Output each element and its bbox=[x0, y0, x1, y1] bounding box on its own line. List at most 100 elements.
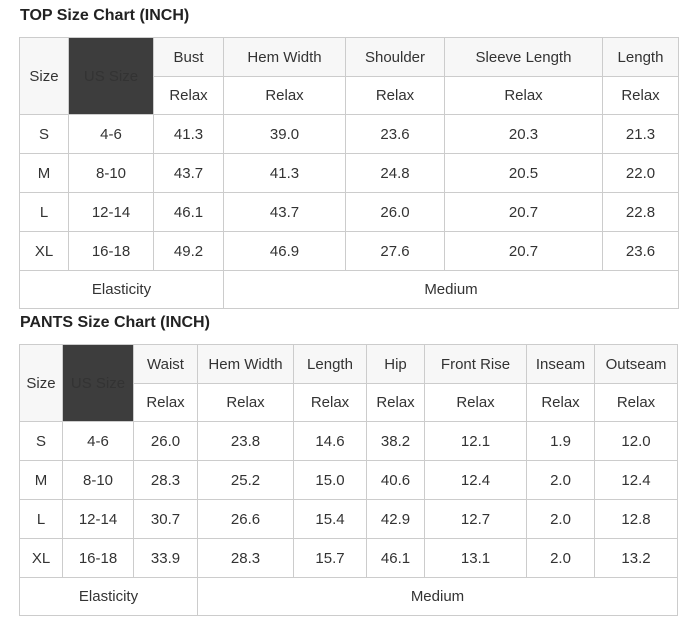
value-cell: 27.6 bbox=[345, 231, 445, 271]
us-size-cell: 12-14 bbox=[62, 499, 134, 539]
value-cell: 28.3 bbox=[197, 538, 294, 578]
value-cell: 26.6 bbox=[197, 499, 294, 539]
value-cell: 21.3 bbox=[602, 114, 679, 154]
fit-cell: Relax bbox=[293, 383, 367, 422]
header-cell-outseam: Outseam bbox=[594, 344, 678, 384]
value-cell: 2.0 bbox=[526, 538, 595, 578]
us-size-cell: 4-6 bbox=[68, 114, 154, 154]
header-cell-front-rise: Front Rise bbox=[424, 344, 527, 384]
value-cell: 38.2 bbox=[366, 421, 425, 461]
size-cell: M bbox=[19, 460, 63, 500]
header-cell-inseam: Inseam bbox=[526, 344, 595, 384]
value-cell: 2.0 bbox=[526, 460, 595, 500]
value-cell: 41.3 bbox=[223, 153, 346, 193]
value-cell: 12.4 bbox=[424, 460, 527, 500]
table-row: S 4-6 41.3 39.0 23.6 20.3 21.3 bbox=[19, 114, 679, 154]
header-cell-length: Length bbox=[602, 37, 679, 77]
table-footer-row: Elasticity Medium bbox=[19, 270, 679, 309]
value-cell: 22.0 bbox=[602, 153, 679, 193]
value-cell: 13.1 bbox=[424, 538, 527, 578]
header-cell-sleeve-length: Sleeve Length bbox=[444, 37, 603, 77]
us-size-cell: 4-6 bbox=[62, 421, 134, 461]
header-cell-length: Length bbox=[293, 344, 367, 384]
value-cell: 43.7 bbox=[223, 192, 346, 232]
value-cell: 40.6 bbox=[366, 460, 425, 500]
value-cell: 20.3 bbox=[444, 114, 603, 154]
fit-cell: Relax bbox=[444, 76, 603, 115]
value-cell: 26.0 bbox=[345, 192, 445, 232]
size-cell: XL bbox=[19, 231, 69, 271]
value-cell: 20.7 bbox=[444, 231, 603, 271]
size-column-header: Size bbox=[19, 344, 63, 422]
us-size-cell: 8-10 bbox=[62, 460, 134, 500]
us-size-cell: 12-14 bbox=[68, 192, 154, 232]
header-cell-waist: Waist bbox=[133, 344, 198, 384]
fit-cell: Relax bbox=[153, 76, 224, 115]
size-column-header: Size bbox=[19, 37, 69, 115]
value-cell: 15.7 bbox=[293, 538, 367, 578]
value-cell: 46.9 bbox=[223, 231, 346, 271]
us-size-cell: 8-10 bbox=[68, 153, 154, 193]
elasticity-label-cell: Elasticity bbox=[19, 270, 224, 309]
us-size-column-header: US Size bbox=[68, 37, 154, 115]
value-cell: 46.1 bbox=[366, 538, 425, 578]
top-chart-title: TOP Size Chart (INCH) bbox=[20, 7, 190, 24]
table-row: L 12-14 30.7 26.6 15.4 42.9 12.7 2.0 12.… bbox=[19, 499, 678, 539]
elasticity-value-cell: Medium bbox=[197, 577, 678, 616]
size-cell: L bbox=[19, 499, 63, 539]
value-cell: 23.6 bbox=[345, 114, 445, 154]
value-cell: 26.0 bbox=[133, 421, 198, 461]
value-cell: 12.7 bbox=[424, 499, 527, 539]
value-cell: 13.2 bbox=[594, 538, 678, 578]
value-cell: 46.1 bbox=[153, 192, 224, 232]
value-cell: 23.8 bbox=[197, 421, 294, 461]
size-cell: XL bbox=[19, 538, 63, 578]
value-cell: 23.6 bbox=[602, 231, 679, 271]
elasticity-label-cell: Elasticity bbox=[19, 577, 198, 616]
pants-chart-title: PANTS Size Chart (INCH) bbox=[20, 314, 210, 331]
table-row: XL 16-18 33.9 28.3 15.7 46.1 13.1 2.0 13… bbox=[19, 538, 678, 578]
table-row: S 4-6 26.0 23.8 14.6 38.2 12.1 1.9 12.0 bbox=[19, 421, 678, 461]
value-cell: 12.0 bbox=[594, 421, 678, 461]
value-cell: 42.9 bbox=[366, 499, 425, 539]
value-cell: 41.3 bbox=[153, 114, 224, 154]
header-cell-hem-width: Hem Width bbox=[223, 37, 346, 77]
value-cell: 33.9 bbox=[133, 538, 198, 578]
elasticity-value-cell: Medium bbox=[223, 270, 679, 309]
header-cell-hip: Hip bbox=[366, 344, 425, 384]
value-cell: 25.2 bbox=[197, 460, 294, 500]
fit-cell: Relax bbox=[526, 383, 595, 422]
value-cell: 20.5 bbox=[444, 153, 603, 193]
fit-cell: Relax bbox=[345, 76, 445, 115]
value-cell: 12.4 bbox=[594, 460, 678, 500]
us-size-cell: 16-18 bbox=[62, 538, 134, 578]
value-cell: 15.0 bbox=[293, 460, 367, 500]
value-cell: 20.7 bbox=[444, 192, 603, 232]
value-cell: 15.4 bbox=[293, 499, 367, 539]
value-cell: 24.8 bbox=[345, 153, 445, 193]
fit-cell: Relax bbox=[223, 76, 346, 115]
value-cell: 30.7 bbox=[133, 499, 198, 539]
table-row: M 8-10 28.3 25.2 15.0 40.6 12.4 2.0 12.4 bbox=[19, 460, 678, 500]
value-cell: 28.3 bbox=[133, 460, 198, 500]
value-cell: 22.8 bbox=[602, 192, 679, 232]
size-cell: M bbox=[19, 153, 69, 193]
fit-cell: Relax bbox=[594, 383, 678, 422]
size-cell: L bbox=[19, 192, 69, 232]
table-row: XL 16-18 49.2 46.9 27.6 20.7 23.6 bbox=[19, 231, 679, 271]
fit-cell: Relax bbox=[197, 383, 294, 422]
value-cell: 1.9 bbox=[526, 421, 595, 461]
table-row: M 8-10 43.7 41.3 24.8 20.5 22.0 bbox=[19, 153, 679, 193]
value-cell: 12.8 bbox=[594, 499, 678, 539]
fit-cell: Relax bbox=[602, 76, 679, 115]
value-cell: 43.7 bbox=[153, 153, 224, 193]
us-size-cell: 16-18 bbox=[68, 231, 154, 271]
fit-cell: Relax bbox=[424, 383, 527, 422]
size-cell: S bbox=[19, 421, 63, 461]
value-cell: 49.2 bbox=[153, 231, 224, 271]
table-row: L 12-14 46.1 43.7 26.0 20.7 22.8 bbox=[19, 192, 679, 232]
size-cell: S bbox=[19, 114, 69, 154]
header-cell-bust: Bust bbox=[153, 37, 224, 77]
pants-size-table: Size US Size Waist Hem Width Length Hip … bbox=[19, 344, 678, 616]
